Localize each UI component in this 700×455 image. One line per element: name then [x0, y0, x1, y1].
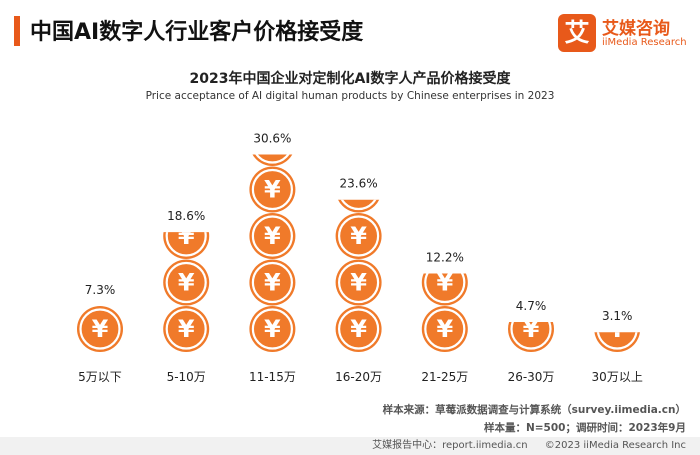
yen-icon: ¥ — [264, 176, 281, 204]
coin-mark: ¥ — [163, 306, 210, 352]
yen-icon: ¥ — [178, 269, 195, 297]
category-tick-label: 16-20万 — [335, 370, 382, 384]
yen-icon: ¥ — [92, 315, 109, 343]
coin-ring — [251, 308, 293, 350]
coin-ring — [338, 308, 380, 350]
coin-ring — [251, 215, 293, 257]
coin-ring — [510, 321, 552, 350]
value-label: 30.6% — [253, 132, 291, 146]
coin-mark: ¥ — [335, 259, 382, 306]
value-label: 23.6% — [340, 177, 378, 191]
category-tick-label: 5-10万 — [167, 370, 206, 384]
value-label: 4.7% — [516, 299, 547, 313]
coin-ring — [165, 232, 207, 257]
coin-circle — [594, 332, 640, 352]
category-tick-label: 21-25万 — [421, 370, 468, 384]
footer-copyright: ©2023 iiMedia Research Inc — [544, 440, 686, 451]
category-tick-label: 11-15万 — [249, 370, 296, 384]
coin-circle — [249, 259, 296, 306]
footer-bar: 艾媒报告中心：report.iimedia.cn ©2023 iiMedia R… — [0, 437, 700, 455]
brand-logo: 艾 艾媒咨询 iiMedia Research — [558, 10, 688, 56]
coin-mark: ¥ — [594, 315, 640, 352]
coin-ring — [338, 261, 380, 304]
coin-ring — [255, 154, 290, 164]
coin-ring — [596, 332, 638, 350]
category-tick-label: 26-30万 — [508, 370, 555, 384]
coin-mark: ¥ — [249, 166, 296, 213]
value-label: 7.3% — [85, 283, 116, 297]
coin-circle — [335, 213, 382, 259]
yen-icon: ¥ — [436, 269, 453, 297]
sample-size-note: 样本量：N=500；调研时间：2023年9月 — [483, 422, 686, 434]
coin-mark: ¥ — [421, 306, 468, 352]
coin-ring — [340, 199, 377, 211]
yen-icon: ¥ — [523, 315, 540, 343]
value-label: 3.1% — [602, 309, 633, 323]
coin-ring — [165, 261, 207, 304]
coin-mark: ¥ — [335, 306, 382, 352]
coin-circle — [77, 306, 123, 352]
coin-ring — [165, 308, 207, 350]
coin-circle — [335, 259, 382, 306]
coin-mark: ¥ — [249, 259, 296, 306]
yen-icon: ¥ — [178, 315, 195, 343]
yen-icon: ¥ — [350, 315, 367, 343]
coin-circle — [337, 199, 380, 213]
category-tick-label: 5万以下 — [78, 370, 122, 384]
coin-ring — [338, 215, 380, 257]
coin-mark: ¥ — [335, 213, 382, 259]
brand-name-en: iiMedia Research — [602, 37, 687, 48]
yen-icon: ¥ — [264, 129, 281, 157]
yen-icon: ¥ — [264, 315, 281, 343]
coin-mark: ¥ — [163, 222, 210, 259]
category-tick-label: 30万以上 — [592, 370, 643, 384]
coin-circle — [335, 306, 382, 352]
yen-icon: ¥ — [436, 315, 453, 343]
title-accent-bar — [14, 16, 20, 46]
coin-circle — [249, 213, 296, 259]
coin-circle — [249, 166, 296, 213]
yen-icon: ¥ — [350, 269, 367, 297]
coin-ring — [424, 273, 466, 304]
yen-icon: ¥ — [264, 269, 281, 297]
sample-source-note: 样本来源：草莓派数据调查与计算系统（survey.iimedia.cn） — [382, 404, 686, 416]
coin-mark: ¥ — [163, 259, 210, 306]
coin-circle — [163, 259, 210, 306]
coin-ring — [251, 261, 293, 304]
yen-icon: ¥ — [178, 222, 195, 250]
coin-ring — [79, 308, 121, 350]
page-title: 中国AI数字人行业客户价格接受度 — [30, 20, 364, 45]
value-label: 12.2% — [426, 251, 464, 265]
chart-subtitle: Price acceptance of AI digital human pro… — [145, 90, 555, 102]
footer-report-center: 艾媒报告中心：report.iimedia.cn — [372, 440, 528, 451]
coin-mark: ¥ — [252, 129, 293, 166]
value-label: 18.6% — [167, 209, 205, 223]
coin-ring — [251, 168, 293, 211]
coin-mark: ¥ — [508, 315, 554, 352]
yen-icon: ¥ — [609, 315, 626, 343]
brand-name-cn: 艾媒咨询 — [602, 19, 670, 39]
coin-mark: ¥ — [337, 176, 380, 213]
coin-mark: ¥ — [421, 269, 468, 306]
coin-ring — [424, 308, 466, 350]
chart-title: 2023年中国企业对定制化AI数字人产品价格接受度 — [189, 71, 511, 87]
coin-circle — [163, 306, 210, 352]
coin-circle — [249, 306, 296, 352]
coin-circle — [421, 306, 468, 352]
coin-mark: ¥ — [77, 306, 123, 352]
brand-logo-icon: 艾 — [558, 14, 596, 52]
yen-icon: ¥ — [350, 176, 367, 204]
coin-circle — [252, 154, 293, 166]
yen-icon: ¥ — [350, 222, 367, 250]
coin-mark: ¥ — [249, 306, 296, 352]
yen-icon: ¥ — [264, 222, 281, 250]
coin-mark: ¥ — [249, 213, 296, 259]
